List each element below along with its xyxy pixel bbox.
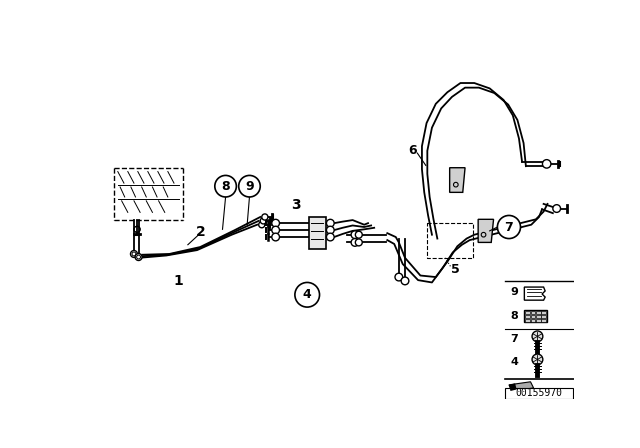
- Circle shape: [326, 233, 334, 241]
- Bar: [525, 319, 530, 322]
- Text: 00155970: 00155970: [515, 388, 563, 398]
- Bar: [531, 315, 535, 318]
- Bar: [505, 388, 573, 399]
- Circle shape: [135, 254, 142, 260]
- Text: 8: 8: [221, 180, 230, 193]
- Text: 2: 2: [196, 225, 206, 239]
- Polygon shape: [478, 220, 493, 242]
- Circle shape: [543, 159, 551, 168]
- Text: 7: 7: [504, 220, 513, 233]
- Circle shape: [351, 238, 359, 246]
- Circle shape: [553, 205, 561, 212]
- Circle shape: [326, 226, 334, 234]
- Circle shape: [272, 220, 280, 227]
- Bar: [531, 311, 535, 314]
- Bar: [427, 223, 473, 258]
- Circle shape: [262, 214, 268, 220]
- Polygon shape: [450, 168, 465, 192]
- Polygon shape: [509, 382, 534, 391]
- Circle shape: [355, 231, 362, 238]
- Bar: [525, 315, 530, 318]
- Bar: [536, 315, 541, 318]
- Circle shape: [355, 239, 362, 246]
- Bar: [536, 319, 541, 322]
- Text: 5: 5: [451, 263, 460, 276]
- Text: 4: 4: [511, 357, 518, 367]
- Text: 6: 6: [408, 144, 417, 157]
- Circle shape: [215, 176, 236, 197]
- Text: 3: 3: [291, 198, 300, 212]
- Text: 8: 8: [511, 310, 518, 321]
- Bar: [541, 311, 546, 314]
- Circle shape: [131, 250, 138, 258]
- Bar: [308, 217, 326, 250]
- Bar: [524, 310, 547, 323]
- Bar: [531, 319, 535, 322]
- Bar: [536, 311, 541, 314]
- Text: 9: 9: [245, 180, 254, 193]
- Bar: [525, 311, 530, 314]
- Circle shape: [326, 220, 334, 227]
- Polygon shape: [509, 383, 516, 391]
- Circle shape: [401, 277, 409, 285]
- Circle shape: [239, 176, 260, 197]
- Circle shape: [259, 222, 265, 228]
- Circle shape: [532, 331, 543, 342]
- Circle shape: [260, 218, 266, 224]
- Bar: [541, 315, 546, 318]
- Circle shape: [497, 215, 520, 238]
- Circle shape: [532, 354, 543, 365]
- Text: 7: 7: [511, 334, 518, 344]
- Circle shape: [272, 226, 280, 234]
- Text: 4: 4: [303, 288, 312, 301]
- Text: 9: 9: [511, 288, 518, 297]
- Circle shape: [395, 273, 403, 281]
- Bar: [541, 319, 546, 322]
- Circle shape: [272, 233, 280, 241]
- Circle shape: [351, 231, 359, 238]
- Text: 1: 1: [173, 274, 183, 288]
- Circle shape: [295, 282, 319, 307]
